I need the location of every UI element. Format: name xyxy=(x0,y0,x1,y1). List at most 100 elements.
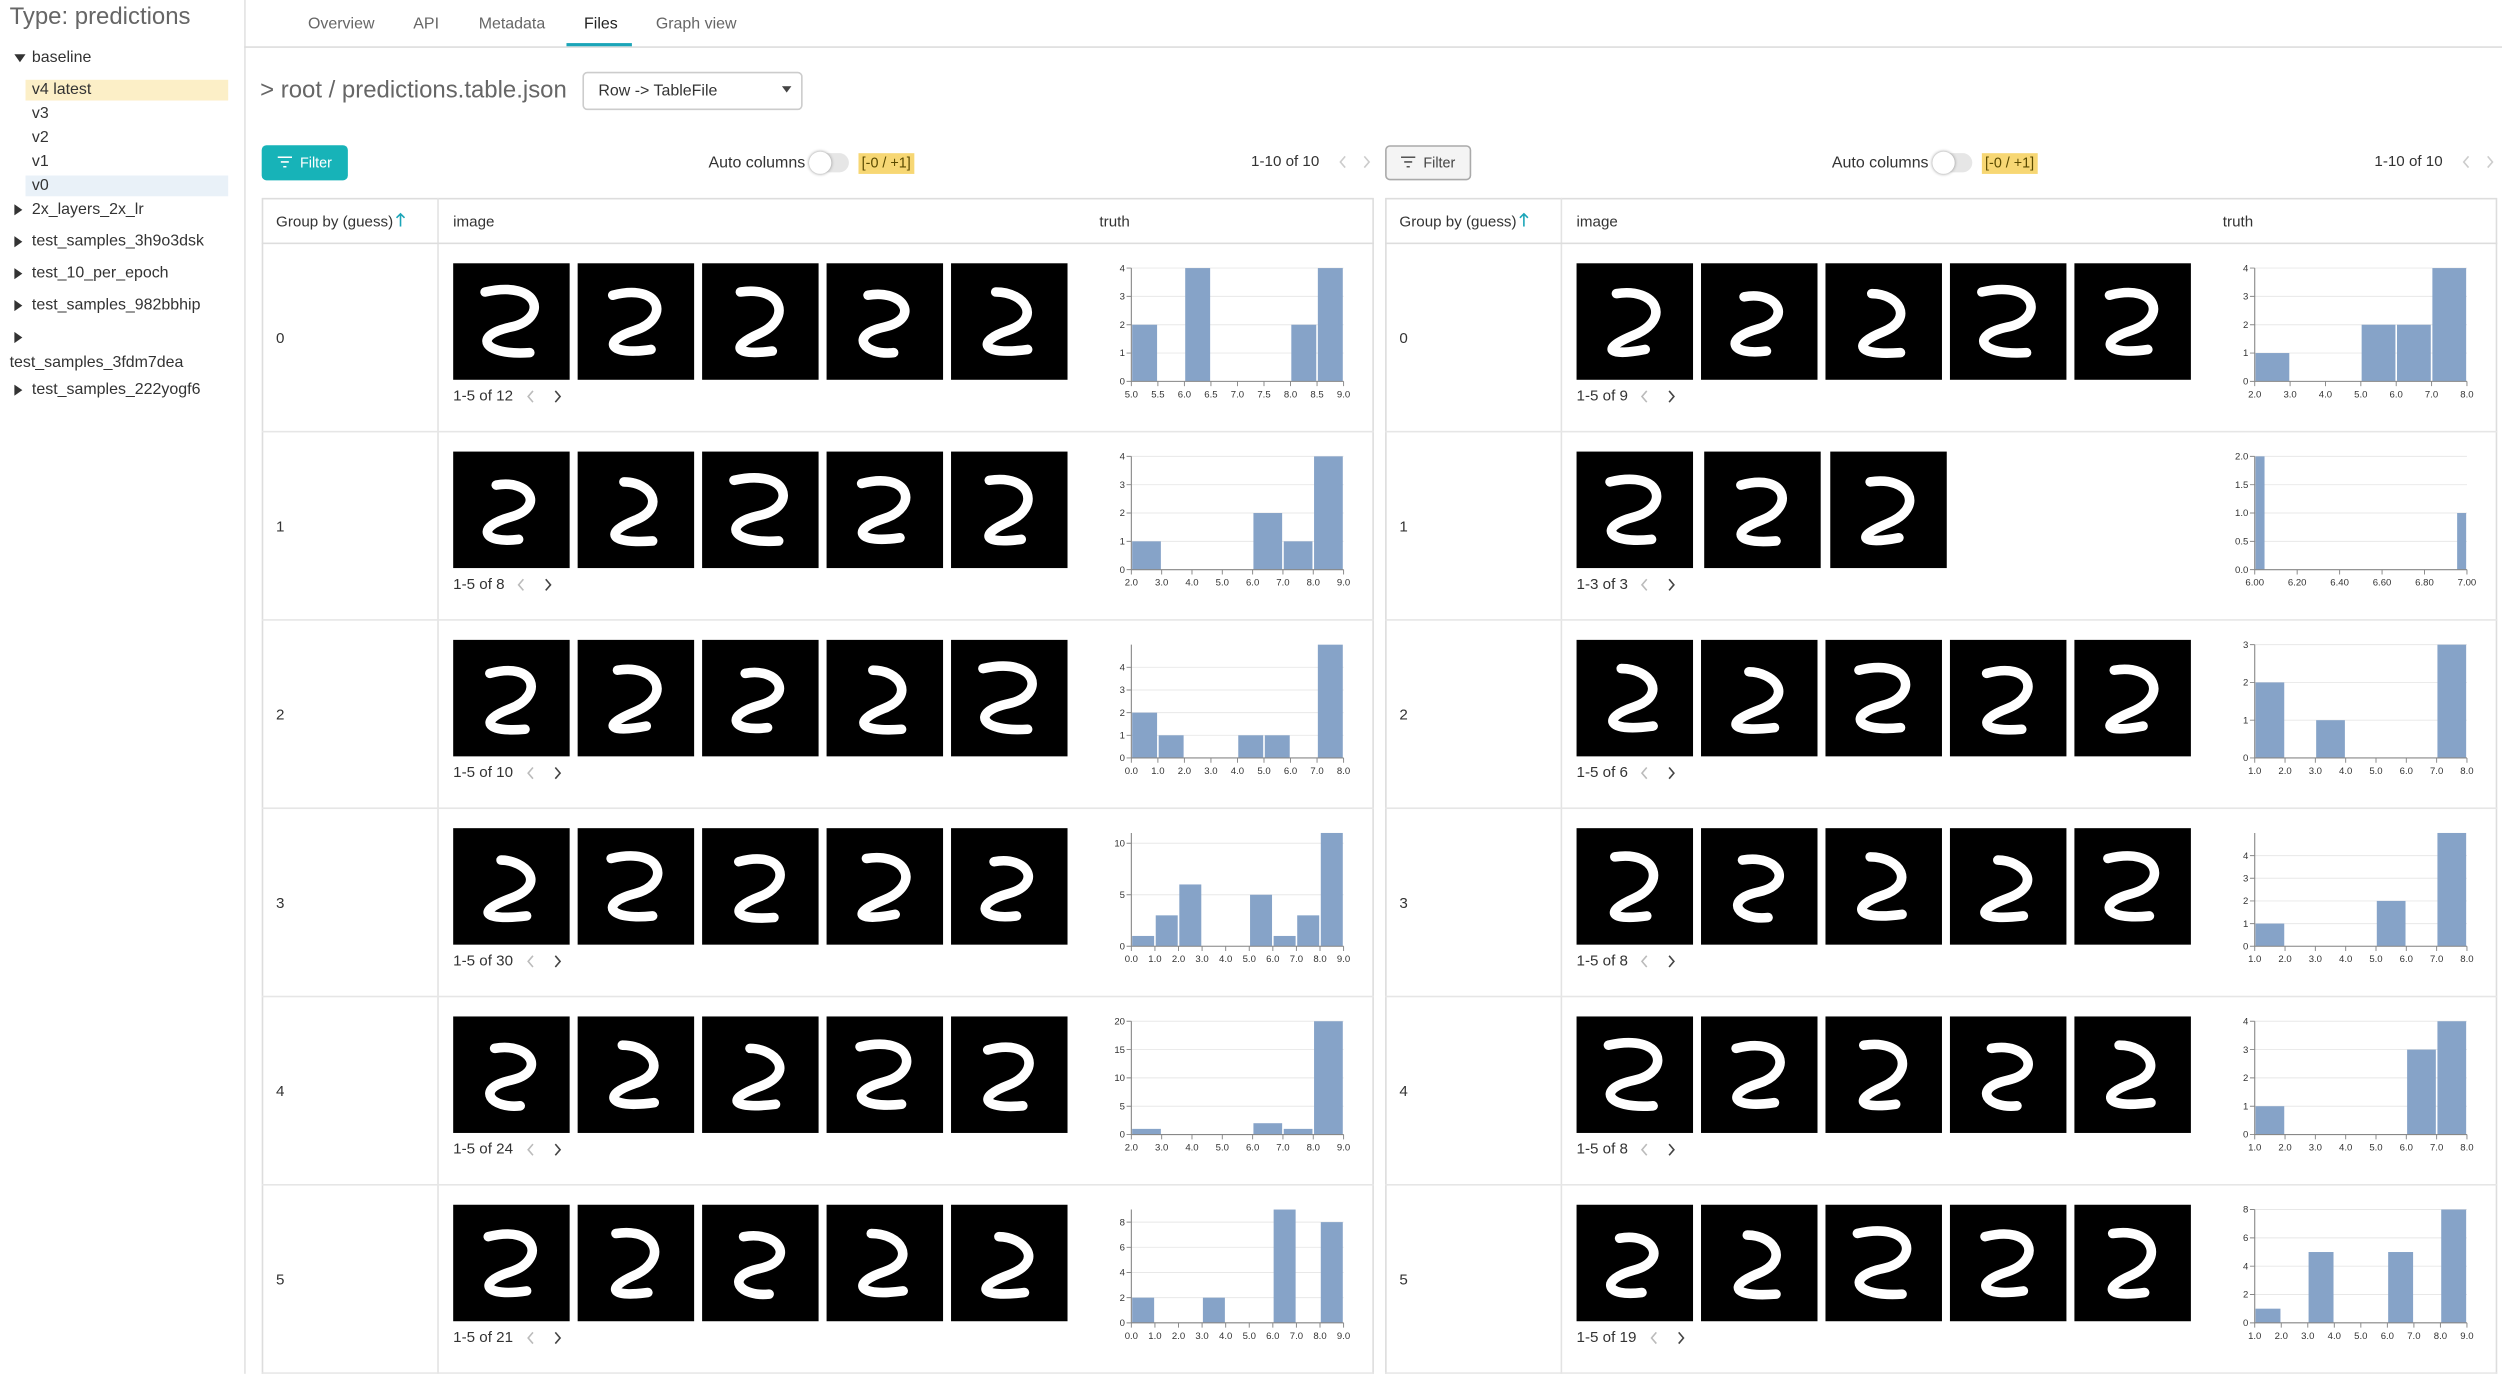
x-tick-label: 6.0 xyxy=(2381,1331,2394,1342)
x-tick-label: 1.0 xyxy=(2248,1142,2261,1153)
tree-item[interactable]: test_samples_3fdm7dea xyxy=(9,354,184,372)
x-tick-label: 4.0 xyxy=(1219,954,1232,965)
tab[interactable]: Metadata xyxy=(478,15,546,34)
thumbnail xyxy=(826,451,944,569)
histogram-bar xyxy=(1185,268,1211,382)
pager-arrows[interactable] xyxy=(1649,1331,1684,1345)
filter-button[interactable] xyxy=(1385,145,1472,181)
y-tick-label: 1.0 xyxy=(2235,508,2248,519)
chevron xyxy=(526,1143,533,1157)
pager-arrows[interactable] xyxy=(526,766,561,780)
pager-arrows[interactable] xyxy=(526,1331,561,1345)
tree-item[interactable]: baseline xyxy=(31,49,92,68)
histogram: 0 1 2 3 1.0 2.0 3.0 4.0 5.0 6.0 7.0 8.0 xyxy=(2243,640,2474,777)
thumbnail xyxy=(1949,263,2067,380)
tab[interactable]: Overview xyxy=(307,15,375,34)
x-tick-label: 1.0 xyxy=(1148,1331,1161,1342)
histogram-bar xyxy=(2255,923,2285,947)
histogram-bar xyxy=(1297,915,1320,947)
histogram-bar xyxy=(1273,935,1296,947)
filter-button[interactable] xyxy=(261,145,348,181)
pager: 1-5 of 12 xyxy=(453,389,561,404)
y-tick-label: 8 xyxy=(2243,1205,2248,1216)
version-row[interactable] xyxy=(25,175,229,197)
group-label: 4 xyxy=(276,1083,285,1102)
pager: 1-5 of 9 xyxy=(1577,389,1676,404)
pager-arrows[interactable] xyxy=(1641,578,1676,592)
column-header[interactable]: Group by (guess) xyxy=(276,213,394,232)
digit-stroke xyxy=(856,476,911,545)
y-tick-label: 2.0 xyxy=(2235,452,2248,463)
dropdown[interactable] xyxy=(582,71,803,111)
column-badge[interactable]: [-0 / +1] xyxy=(1981,153,2038,174)
histogram-bar xyxy=(1155,915,1178,947)
histogram-bar xyxy=(2308,1252,2334,1323)
thumbnail xyxy=(1701,639,1818,757)
column-header[interactable]: Group by (guess) xyxy=(1399,213,1517,232)
page-arrows xyxy=(2462,155,2494,169)
y-tick-label: 0 xyxy=(2243,753,2248,764)
digit-stroke xyxy=(608,664,662,734)
histogram-bar xyxy=(2255,1106,2285,1135)
thumbnail xyxy=(826,263,944,380)
chevron xyxy=(2462,155,2470,169)
x-tick-label: 5.0 xyxy=(2369,766,2382,777)
tree-item[interactable]: test_samples_222yogf6 xyxy=(31,381,201,399)
tab[interactable]: Files xyxy=(584,15,618,34)
thumbnail xyxy=(577,451,695,569)
version-row[interactable] xyxy=(25,79,229,101)
version-row[interactable] xyxy=(26,128,229,149)
x-tick-label: 5.0 xyxy=(1216,578,1229,589)
x-tick-label: 6.0 xyxy=(2390,389,2403,400)
pager-arrows[interactable] xyxy=(1641,955,1676,969)
x-tick-label: 0.0 xyxy=(1125,954,1138,965)
y-tick-label: 4 xyxy=(1120,452,1126,463)
histogram-bar xyxy=(1132,1128,1161,1135)
digit-stroke xyxy=(1861,476,1915,546)
thumbnail xyxy=(1825,639,1942,757)
pager-arrows[interactable] xyxy=(1641,1143,1676,1157)
column-badge[interactable]: [-0 / +1] xyxy=(858,153,914,174)
thumbnail xyxy=(1825,1016,1942,1133)
pager-arrows[interactable] xyxy=(526,955,561,969)
tree-item[interactable]: test_samples_982bbhip xyxy=(31,296,201,315)
pager-arrows[interactable] xyxy=(526,1143,561,1157)
digit-stroke xyxy=(1733,1230,1781,1300)
caret xyxy=(14,54,26,63)
header-divider xyxy=(1385,242,2498,245)
pager-arrows[interactable] xyxy=(517,578,552,592)
chevron xyxy=(526,955,533,968)
pager-arrows[interactable] xyxy=(1641,766,1676,780)
histogram: 0 1 2 3 4 2.0 3.0 4.0 5.0 6.0 7.0 8.0 xyxy=(2243,263,2474,400)
tree-item[interactable]: 2x_layers_2x_lr xyxy=(31,201,144,219)
version-row[interactable] xyxy=(26,152,229,173)
thumbnail xyxy=(453,639,570,757)
tree-item[interactable]: test_10_per_epoch xyxy=(31,264,169,283)
row-divider xyxy=(261,619,1374,621)
tab[interactable]: Graph view xyxy=(655,15,737,34)
thumbnail xyxy=(1825,1204,1942,1322)
tree-item[interactable]: test_samples_3h9o3dsk xyxy=(31,232,205,251)
tab[interactable]: API xyxy=(413,15,440,34)
thumbnail xyxy=(1576,828,1694,945)
x-tick-label: 7.0 xyxy=(1231,389,1244,400)
y-tick-label: 1 xyxy=(1120,348,1125,359)
digit-stroke xyxy=(731,667,784,734)
histogram-bar xyxy=(1132,1297,1155,1323)
version-label: v4 latest xyxy=(31,81,92,99)
y-tick-label: 0 xyxy=(1120,1318,1125,1329)
filter-icon xyxy=(277,156,293,168)
group-label: 4 xyxy=(1399,1083,1408,1102)
x-tick-label: 5.0 xyxy=(2354,389,2367,400)
pager-arrows[interactable] xyxy=(1641,390,1676,404)
y-tick-label: 4 xyxy=(1120,663,1126,674)
pager-arrows[interactable] xyxy=(526,390,561,404)
digit-stroke xyxy=(981,1231,1034,1299)
version-row[interactable] xyxy=(26,104,229,125)
pager: 1-5 of 8 xyxy=(1577,954,1676,969)
y-tick-label: 1 xyxy=(1120,537,1125,548)
arrow xyxy=(395,212,406,227)
chevron xyxy=(1668,579,1676,592)
thumbnail xyxy=(1576,263,1694,380)
group-label: 3 xyxy=(276,895,285,913)
